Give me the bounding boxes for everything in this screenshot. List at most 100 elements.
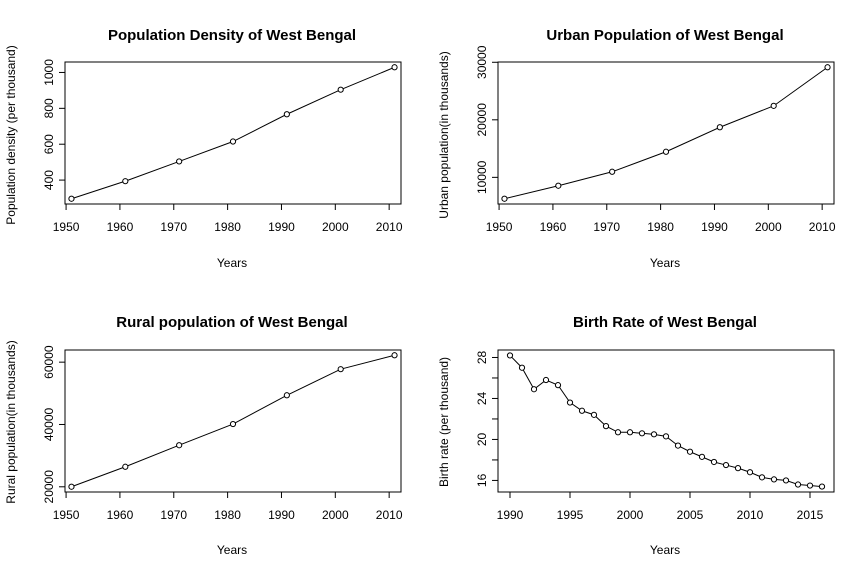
data-point: [602, 423, 610, 430]
data-point: [698, 453, 706, 460]
data-point: [337, 86, 344, 93]
data-point: [674, 442, 682, 449]
data-point: [686, 448, 694, 455]
x-tick-label: 2000: [322, 220, 349, 234]
data-point: [555, 182, 562, 189]
data-point: [283, 111, 290, 118]
data-point: [122, 463, 129, 470]
data-point: [770, 476, 778, 483]
x-axis-label: Years: [217, 543, 247, 557]
x-tick-label: 1970: [593, 220, 620, 234]
series-line: [71, 66, 395, 200]
x-tick-label: 1950: [53, 220, 80, 234]
y-axis-label: Urban population(in thousands): [437, 51, 451, 218]
x-tick-label: 1980: [214, 220, 241, 234]
plot-frame: [497, 349, 835, 493]
x-tick-label: 1960: [107, 508, 134, 522]
data-point: [806, 482, 814, 489]
data-point: [518, 364, 526, 371]
panel-urban-population: Urban Population of West Bengal Years Ur…: [437, 27, 836, 270]
data-point: [68, 483, 75, 490]
y-tick-label: 16: [475, 473, 489, 487]
data-point: [590, 411, 598, 418]
x-tick-label: 1960: [540, 220, 567, 234]
data-point: [614, 429, 622, 436]
x-tick-label: 1990: [268, 220, 295, 234]
x-tick-label: 2005: [677, 508, 704, 522]
y-axis-label: Rural population(in thousands): [4, 340, 18, 503]
y-tick-label: 600: [42, 134, 56, 154]
data-point: [638, 430, 646, 437]
x-tick-label: 2000: [617, 508, 644, 522]
data-point: [501, 195, 508, 202]
y-tick-label: 30000: [475, 45, 489, 79]
x-tick-label: 1990: [701, 220, 728, 234]
data-point: [609, 168, 616, 175]
x-tick-label: 2015: [797, 508, 824, 522]
data-point: [824, 64, 831, 71]
data-point: [530, 386, 538, 393]
data-point: [506, 352, 514, 359]
x-tick-label: 2010: [376, 508, 403, 522]
x-axis-label: Years: [650, 256, 680, 270]
chart-title: Urban Population of West Bengal: [546, 27, 783, 44]
x-tick-label: 1995: [557, 508, 584, 522]
data-point: [734, 465, 742, 472]
data-point: [818, 483, 826, 490]
x-tick-label: 2010: [737, 508, 764, 522]
chart-title: Birth Rate of West Bengal: [573, 314, 757, 331]
x-tick-label: 2000: [322, 508, 349, 522]
data-point: [650, 431, 658, 438]
data-point: [782, 477, 790, 484]
data-point: [794, 481, 802, 488]
data-point: [566, 399, 574, 406]
y-tick-label: 24: [475, 391, 489, 405]
panel-rural-population: Rural population of West Bengal Years Ru…: [4, 314, 403, 557]
x-tick-label: 2000: [755, 220, 782, 234]
data-point: [770, 102, 777, 109]
x-tick-label: 1990: [497, 508, 524, 522]
y-tick-label: 60000: [42, 345, 56, 379]
plot-frame: [64, 61, 402, 205]
data-point: [337, 366, 344, 373]
data-point: [716, 124, 723, 131]
data-point: [710, 458, 718, 466]
data-point: [758, 474, 766, 481]
y-tick-label: 20: [475, 432, 489, 446]
series-line: [509, 355, 823, 488]
data-point: [626, 429, 634, 436]
x-tick-label: 1990: [268, 508, 295, 522]
data-point: [176, 158, 183, 165]
panel-birth-rate: Birth Rate of West Bengal Years Birth ra…: [437, 314, 835, 557]
plot-frame: [497, 61, 835, 205]
x-tick-label: 1970: [160, 220, 187, 234]
x-tick-label: 1970: [160, 508, 187, 522]
y-tick-label: 800: [42, 98, 56, 118]
x-tick-label: 2010: [809, 220, 836, 234]
data-point: [176, 442, 183, 449]
y-axis-label: Birth rate (per thousand): [437, 357, 451, 487]
chart-title: Rural population of West Bengal: [116, 314, 347, 331]
x-tick-label: 1980: [214, 508, 241, 522]
data-point: [229, 138, 237, 145]
x-axis-label: Years: [217, 256, 247, 270]
chart-title: Population Density of West Bengal: [108, 27, 356, 44]
panel-population-density: Population Density of West Bengal Years …: [4, 27, 403, 270]
data-point: [746, 469, 754, 476]
x-tick-label: 1950: [53, 508, 80, 522]
x-tick-label: 1950: [486, 220, 513, 234]
data-point: [283, 392, 290, 399]
series-line: [504, 66, 828, 200]
y-axis-label: Population density (per thousand): [4, 45, 18, 224]
data-point: [391, 64, 398, 71]
y-tick-label: 1000: [42, 59, 56, 86]
data-point: [722, 461, 730, 469]
data-point: [68, 195, 75, 202]
data-point: [662, 433, 670, 440]
x-tick-label: 1980: [647, 220, 674, 234]
data-point: [542, 376, 550, 384]
data-point: [662, 148, 670, 155]
data-point: [229, 420, 237, 428]
data-point: [122, 178, 129, 185]
